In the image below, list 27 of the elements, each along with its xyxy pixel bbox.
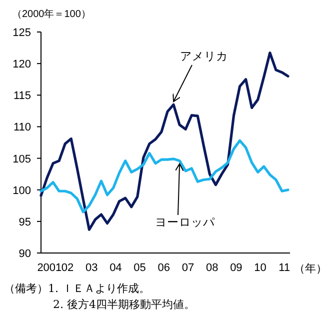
x-tick-label: 03 (85, 262, 98, 274)
text: 2. 後方4四半期移動平均値。 (53, 298, 195, 311)
text: アメリカ (180, 51, 228, 63)
line-series (40, 52, 290, 231)
x-tick-label: 10 (254, 262, 266, 274)
y-tick-label: 125 (12, 27, 31, 39)
y-tick-label: 105 (12, 153, 31, 166)
text: ヨーロッパ (155, 217, 216, 229)
x-tick-label: 06 (158, 262, 170, 274)
y-tick-label: 95 (18, 216, 31, 228)
text: （備考）1. ＩＥＡより作成。 (4, 282, 150, 295)
x-tick-label: 04 (110, 262, 122, 274)
x-tick-label: 02 (61, 262, 74, 274)
y-axis-title: （2000年＝100） (12, 8, 91, 20)
x-axis-title: （年） (294, 263, 326, 275)
x-tick-label: 11 (278, 262, 290, 274)
y-tick-label: 110 (13, 122, 31, 134)
y-tick-label: 90 (18, 248, 31, 260)
x-tick-label: 07 (182, 262, 194, 274)
x-tick-label: 08 (206, 262, 218, 274)
y-tick-label: 100 (12, 184, 31, 197)
x-tick-label: 09 (230, 262, 242, 274)
x-tick-label: 05 (134, 262, 146, 274)
y-tick-label: 115 (13, 90, 31, 102)
y-tick-label: 120 (12, 58, 31, 71)
x-tick-label: 2001 (37, 262, 62, 274)
line-series (40, 139, 290, 214)
